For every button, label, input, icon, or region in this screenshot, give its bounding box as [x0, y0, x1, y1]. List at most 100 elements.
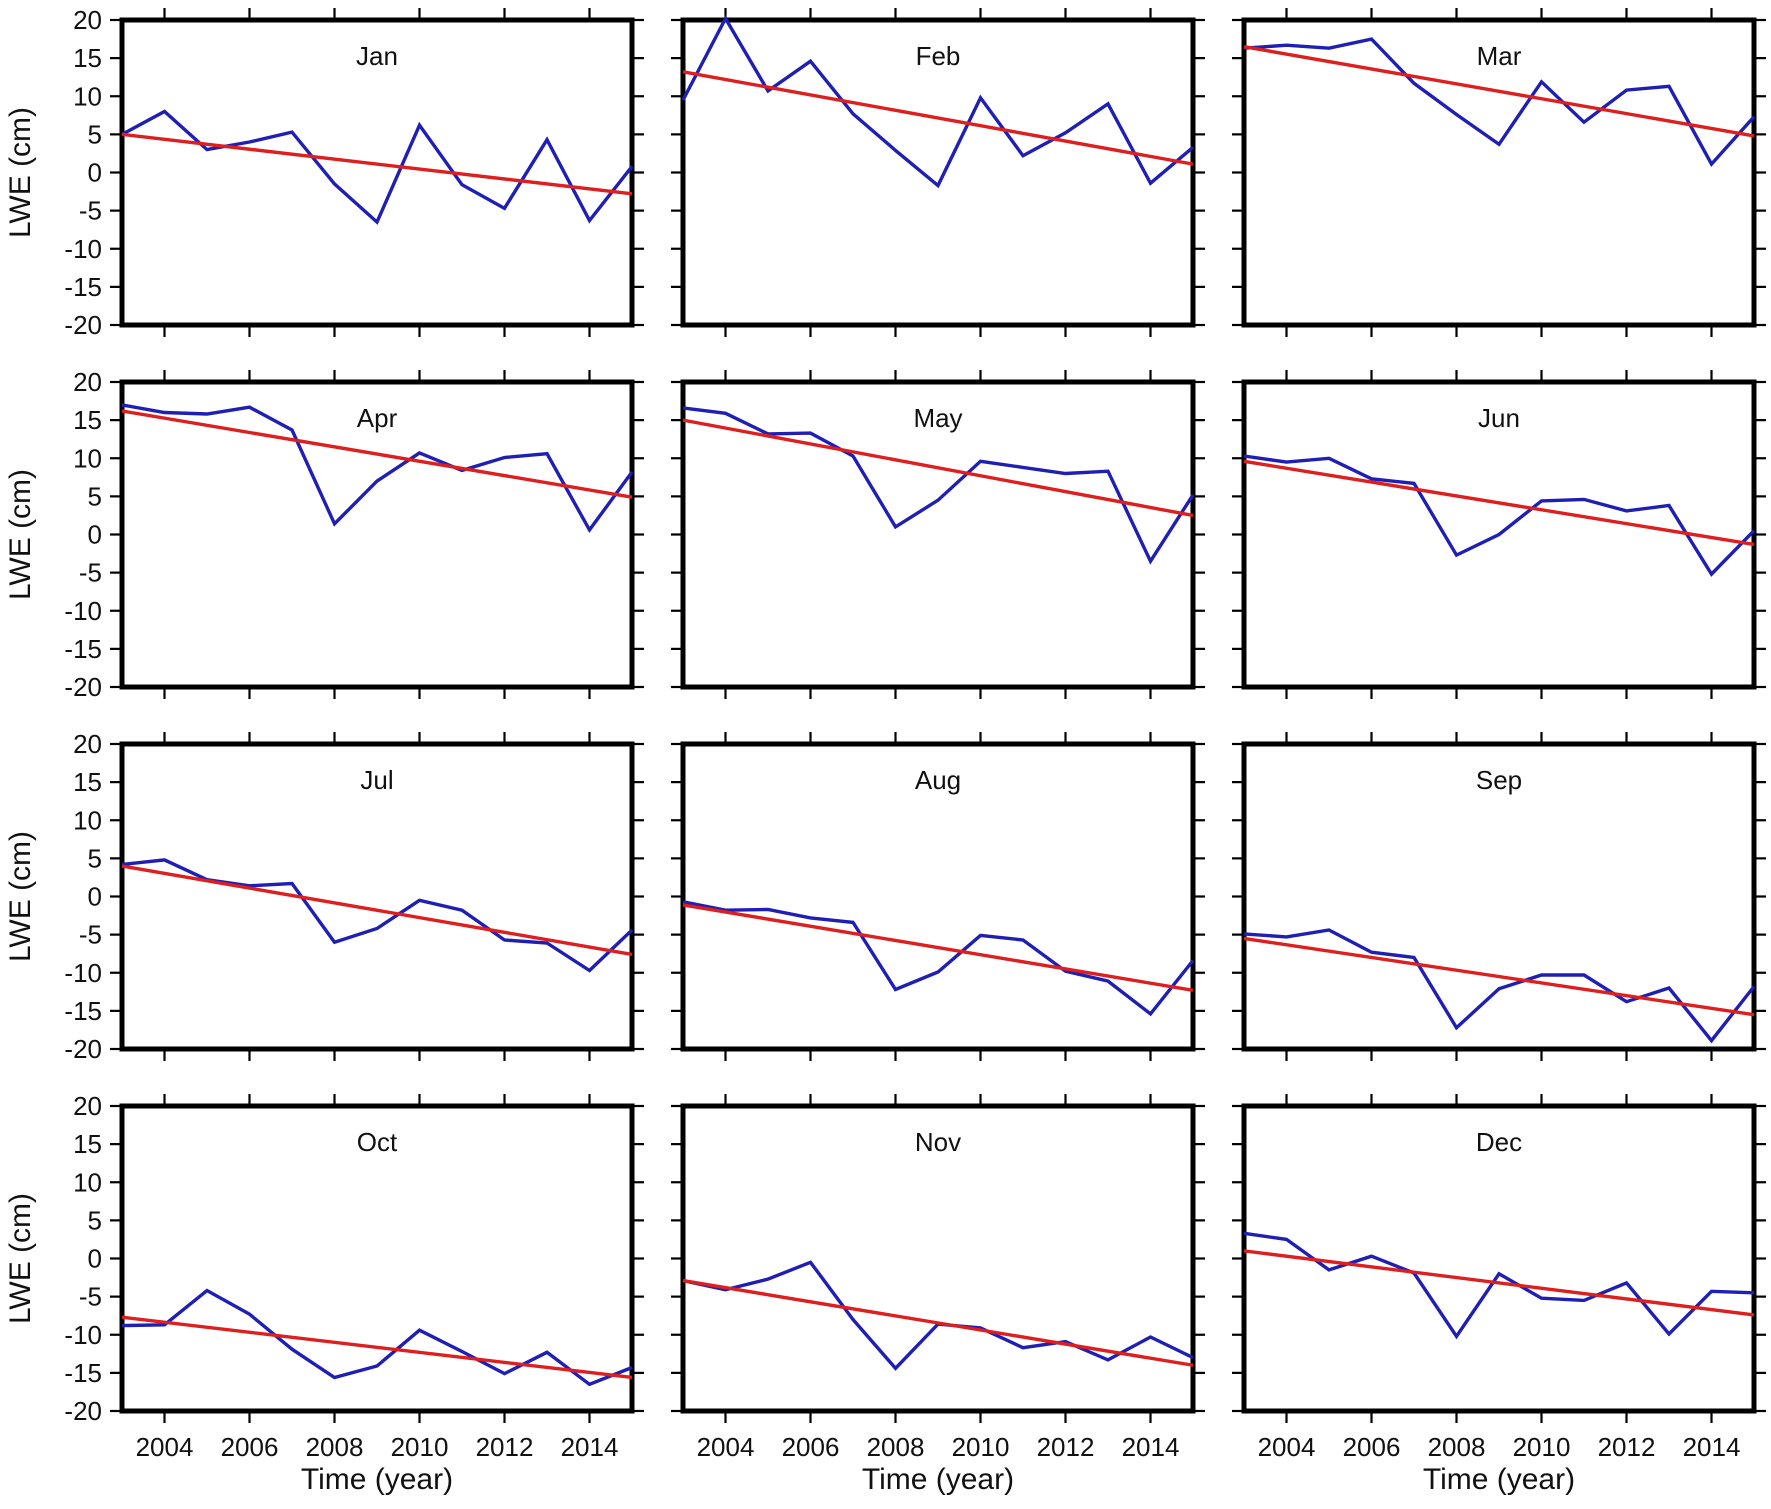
y-tick-label: -20	[64, 1034, 102, 1064]
panel-nov: 2004 2006 2008 2010 2012 2014 Nov Time (year)	[671, 1094, 1205, 1496]
series-line-observed	[1243, 928, 1756, 1044]
y-tick-label: 20	[73, 367, 102, 397]
x-tick-label: 2008	[867, 1432, 925, 1462]
x-tick-label: 2006	[1343, 1432, 1401, 1462]
series-line-observed	[682, 406, 1195, 565]
series-line-trend	[682, 903, 1194, 992]
series-line-trend	[1243, 1249, 1755, 1317]
x-tick-label: 2012	[1037, 1432, 1095, 1462]
panel-oct: 20 15 10 5 0 -5 -10 -15 -20 2004 2006 2008 2010 2012 2…	[4, 1091, 644, 1496]
x-axis-title: Time (year)	[1423, 1463, 1575, 1496]
y-tick-label: 10	[73, 81, 102, 111]
y-tick-label: 10	[73, 443, 102, 473]
series-line-trend	[121, 864, 633, 957]
x-tick-label: 2006	[221, 1432, 279, 1462]
y-tick-label: -5	[79, 196, 102, 226]
y-tick-label: 5	[88, 843, 102, 873]
x-tick-label: 2014	[1122, 1432, 1180, 1462]
plot-frame	[119, 17, 635, 328]
series-line-observed	[121, 403, 634, 534]
series-line-trend	[1243, 459, 1755, 547]
y-tick-label: -20	[64, 310, 102, 340]
series-line-trend	[682, 70, 1194, 166]
y-tick-label: -10	[64, 958, 102, 988]
y-tick-label: 20	[73, 729, 102, 759]
panel-feb: Feb	[671, 8, 1205, 337]
series-line-observed	[1243, 454, 1756, 577]
x-tick-label: 2012	[1598, 1432, 1656, 1462]
panel-aug: Aug	[671, 732, 1205, 1061]
x-tick-label: 2010	[391, 1432, 449, 1462]
series-line-trend	[121, 132, 633, 196]
y-tick-label: 15	[73, 767, 102, 797]
series-line-trend	[682, 418, 1194, 518]
x-tick-label: 2010	[1513, 1432, 1571, 1462]
panel-title: Jul	[360, 765, 393, 795]
x-tick-label: 2004	[697, 1432, 755, 1462]
y-tick-label: 0	[88, 520, 102, 550]
y-tick-label: 15	[73, 43, 102, 73]
series-line-observed	[1243, 1231, 1755, 1340]
panel-title: Dec	[1476, 1127, 1522, 1157]
panel-title: May	[913, 403, 962, 433]
plot-frame	[680, 17, 1196, 328]
panel-mar: Mar	[1232, 8, 1766, 337]
y-tick-label: 10	[73, 805, 102, 835]
plot-frame	[119, 741, 635, 1052]
x-tick-label: 2008	[306, 1432, 364, 1462]
y-tick-label: -5	[79, 920, 102, 950]
panel-title: Jun	[1478, 403, 1520, 433]
panel-may: May	[671, 370, 1205, 699]
series-line-observed	[681, 14, 1195, 189]
y-tick-label: -20	[64, 672, 102, 702]
panel-apr: 20 15 10 5 0 -5 -10 -15 -20 Apr LWE (cm)	[4, 367, 644, 702]
y-tick-label: 0	[88, 1244, 102, 1274]
panel-sep: Sep	[1232, 732, 1766, 1061]
series-line-trend	[121, 409, 633, 499]
x-axis-title: Time (year)	[301, 1463, 453, 1496]
plot-frame	[680, 741, 1196, 1052]
y-tick-label: 5	[88, 1205, 102, 1235]
series-line-observed	[121, 109, 634, 225]
panel-title: Jan	[356, 41, 398, 71]
panel-title: Oct	[357, 1127, 398, 1157]
y-tick-label: 15	[73, 405, 102, 435]
panel-title: Feb	[916, 41, 961, 71]
y-tick-label: 20	[73, 1091, 102, 1121]
panel-title: Apr	[357, 403, 398, 433]
y-tick-label: -5	[79, 1282, 102, 1312]
panel-title: Aug	[915, 765, 961, 795]
x-tick-label: 2004	[1258, 1432, 1316, 1462]
x-tick-label: 2006	[782, 1432, 840, 1462]
series-line-observed	[1243, 37, 1756, 168]
x-tick-label: 2004	[136, 1432, 194, 1462]
x-tick-label: 2010	[952, 1432, 1010, 1462]
series-line-observed	[682, 900, 1195, 1017]
y-tick-label: -15	[64, 1358, 102, 1388]
y-axis-title: LWE (cm)	[4, 1193, 37, 1324]
x-axis-title: Time (year)	[862, 1463, 1014, 1496]
x-tick-label: 2008	[1428, 1432, 1486, 1462]
y-tick-label: -5	[79, 558, 102, 588]
panel-jun: Jun	[1232, 370, 1766, 699]
plot-frame	[1241, 17, 1757, 328]
panel-jan: 20 15 10 5 0 -5 -10 -15 -20 Jan LWE (cm)	[4, 5, 644, 340]
y-tick-label: -10	[64, 596, 102, 626]
y-tick-label: 20	[73, 5, 102, 35]
y-tick-label: -10	[64, 1320, 102, 1350]
y-tick-label: -15	[64, 272, 102, 302]
panel-title: Mar	[1477, 41, 1522, 71]
y-tick-label: -20	[64, 1396, 102, 1426]
panel-title: Sep	[1476, 765, 1522, 795]
panel-title: Nov	[915, 1127, 961, 1157]
x-tick-label: 2014	[561, 1432, 619, 1462]
y-tick-label: 0	[88, 882, 102, 912]
x-tick-label: 2014	[1683, 1432, 1741, 1462]
y-tick-label: -10	[64, 234, 102, 264]
y-axis-title: LWE (cm)	[4, 469, 37, 600]
y-tick-label: 15	[73, 1129, 102, 1159]
series-line-trend	[121, 1315, 633, 1380]
series-line-observed	[121, 1288, 633, 1387]
y-tick-label: 5	[88, 119, 102, 149]
